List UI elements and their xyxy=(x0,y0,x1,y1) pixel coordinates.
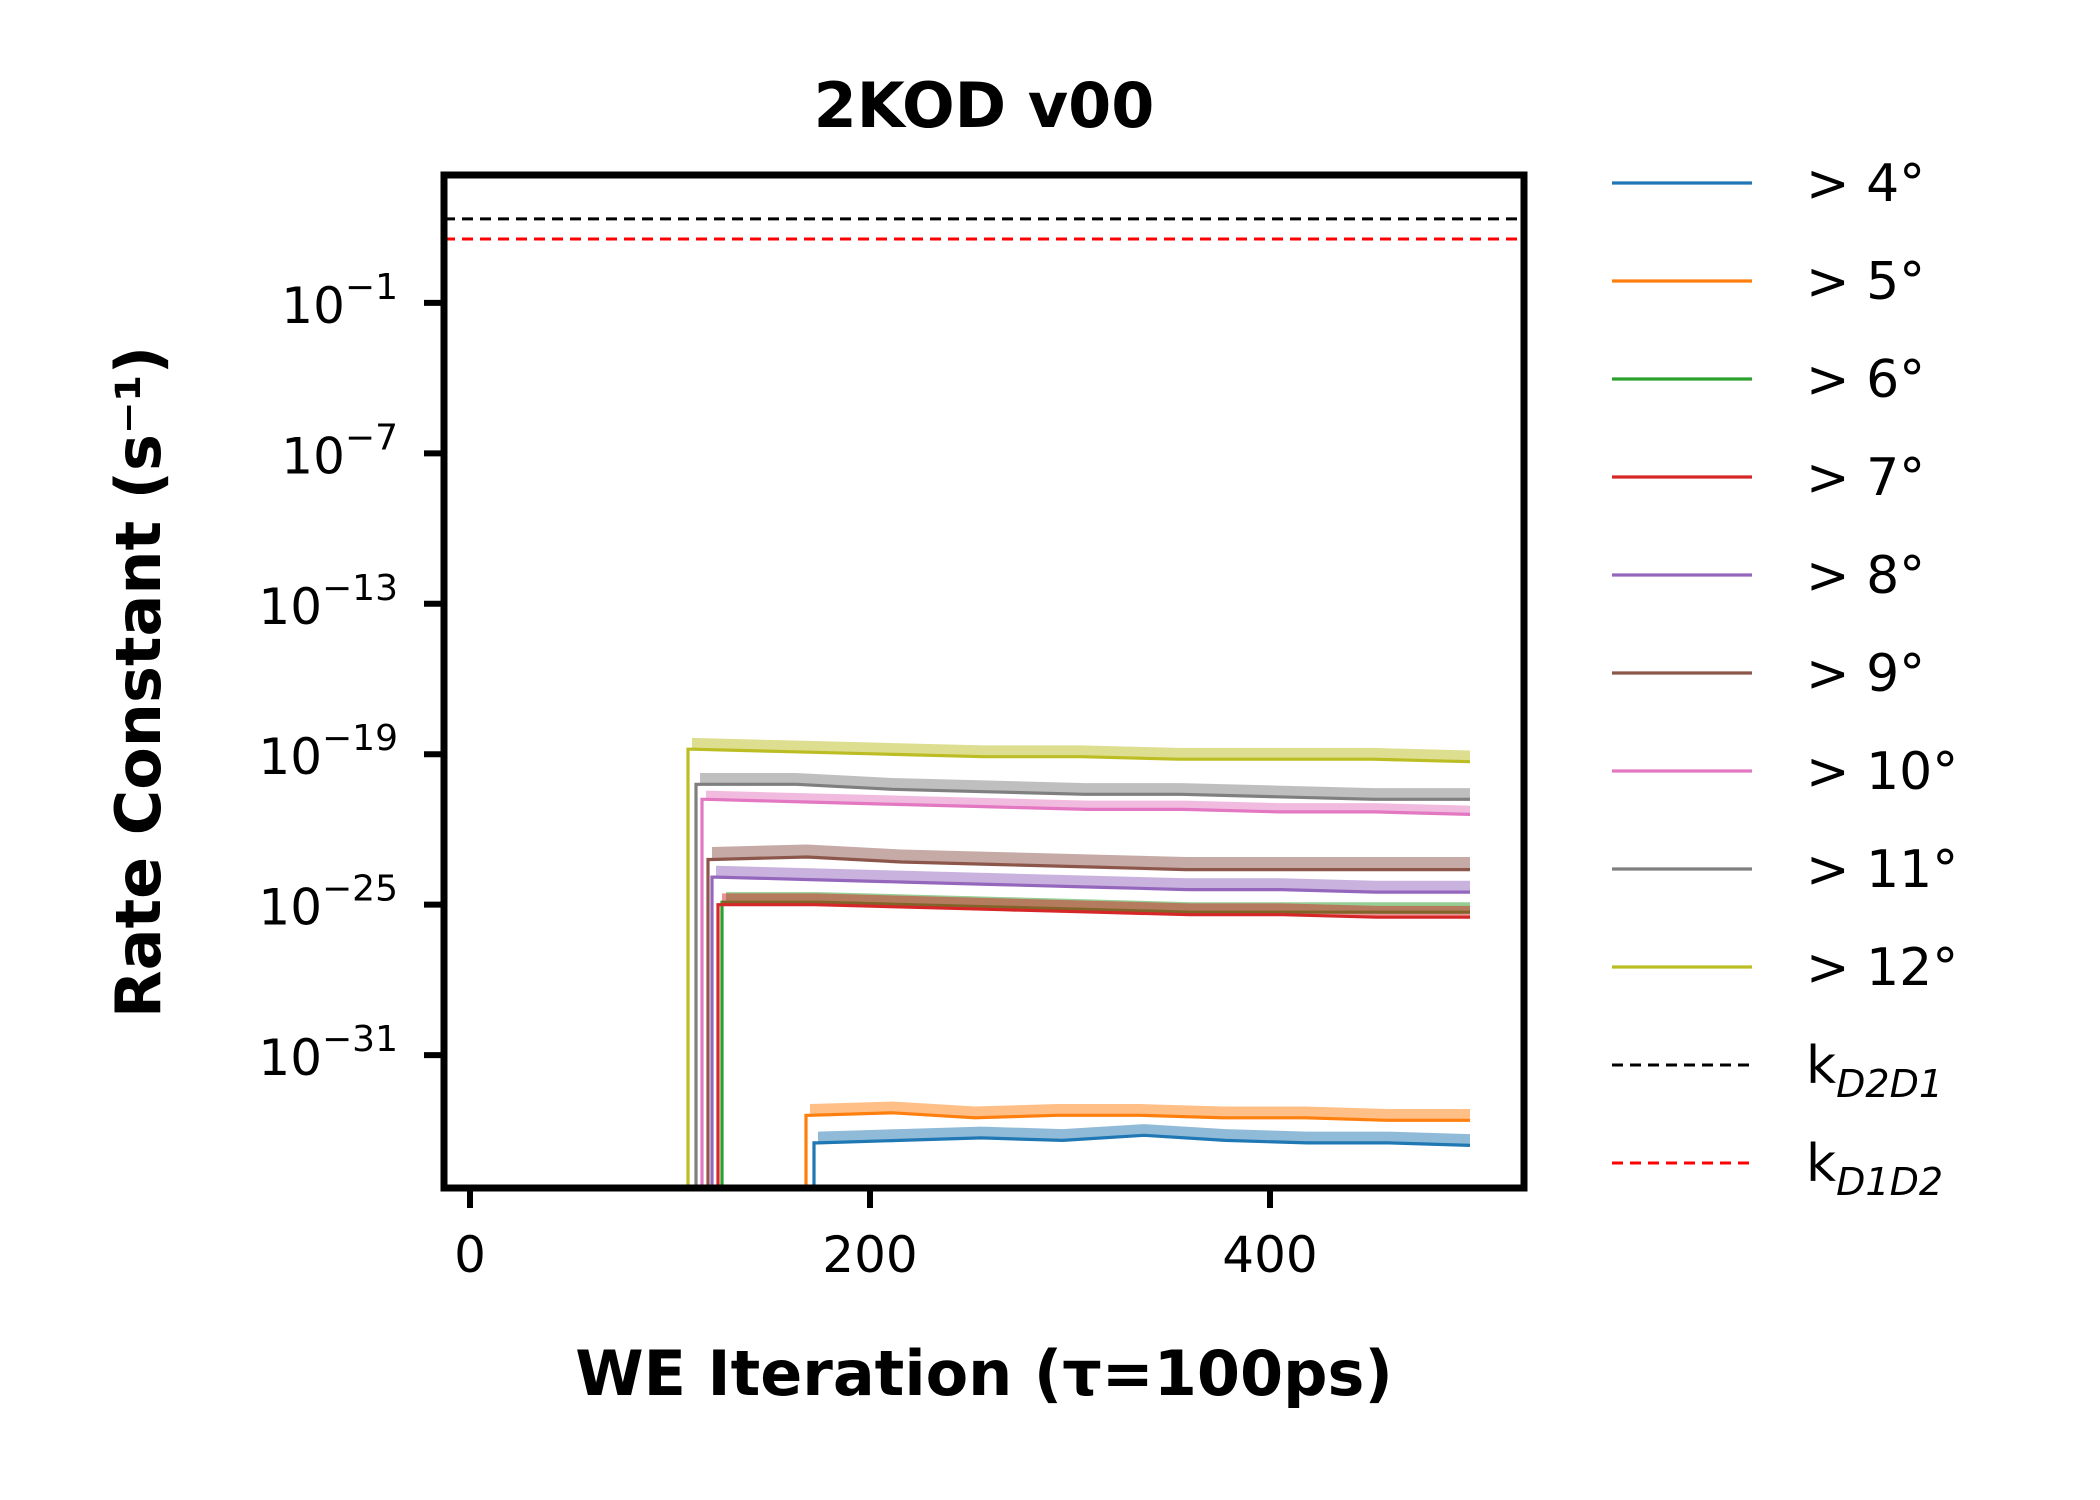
legend-label: kD2D1 xyxy=(1806,1036,1943,1106)
series-line-8 xyxy=(710,875,1470,1188)
series-band-5 xyxy=(810,1101,1470,1121)
x-tick-label: 200 xyxy=(822,1226,917,1284)
legend: > 4° > 5° > 6° > 7° > 8° > 9° > 10° > 11° > 12° k… xyxy=(1612,154,1958,1204)
x-tick-label: 400 xyxy=(1222,1226,1317,1284)
plot-frame xyxy=(440,171,1528,1192)
series-band-10 xyxy=(706,790,1470,815)
y-axis: 10−1 10−7 10−13 10−19 10−25 10−31 xyxy=(258,267,444,1087)
y-axis-label: Rate Constant (s⁻¹) xyxy=(102,346,175,1018)
series-line-4 xyxy=(812,1133,1471,1188)
series-band-7 xyxy=(722,893,1470,918)
y-tick-label: 10−31 xyxy=(258,1019,398,1087)
series-line-7 xyxy=(716,903,1470,1188)
x-tick-label: 0 xyxy=(454,1226,486,1284)
x-axis-label: WE Iteration (τ=100ps) xyxy=(575,1337,1393,1410)
y-tick-label: 10−7 xyxy=(281,417,398,485)
legend-label: > 6° xyxy=(1806,350,1925,410)
legend-label: > 11° xyxy=(1806,840,1958,900)
legend-label: > 9° xyxy=(1806,644,1925,704)
legend-label: > 7° xyxy=(1806,448,1925,508)
legend-label: > 8° xyxy=(1806,546,1925,606)
series-band-12 xyxy=(692,737,1470,762)
series-line-9 xyxy=(706,855,1470,1188)
y-tick-label: 10−25 xyxy=(258,869,398,937)
legend-label: > 4° xyxy=(1806,154,1925,214)
y-tick-label: 10−1 xyxy=(281,267,398,335)
x-axis: 0 200 400 xyxy=(454,1188,1318,1284)
series-line-12 xyxy=(686,747,1471,1188)
legend-label: > 5° xyxy=(1806,252,1925,312)
series-band-8 xyxy=(716,865,1470,893)
series-band-11 xyxy=(700,773,1470,800)
chart-title: 2KOD v00 xyxy=(814,69,1155,142)
y-tick-label: 10−13 xyxy=(258,568,398,636)
legend-label: kD1D2 xyxy=(1806,1134,1943,1204)
series-band-9 xyxy=(712,844,1470,870)
series-line-11 xyxy=(694,782,1470,1188)
legend-label: > 12° xyxy=(1806,938,1958,998)
series-line-5 xyxy=(804,1111,1470,1188)
y-tick-label: 10−19 xyxy=(258,718,398,786)
legend-label: > 10° xyxy=(1806,742,1958,802)
series-line-6 xyxy=(720,900,1470,1188)
plot-area xyxy=(444,217,1524,1188)
series-line-10 xyxy=(700,797,1471,1188)
